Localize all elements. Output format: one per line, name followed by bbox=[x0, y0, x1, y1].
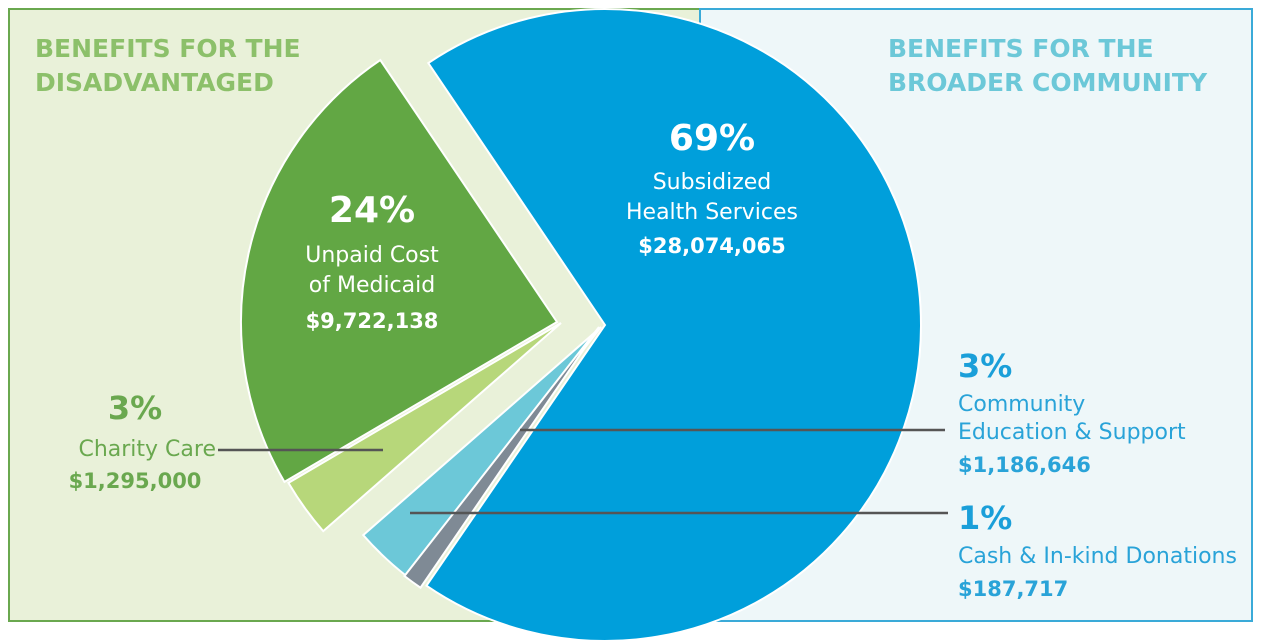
percent-label: 3% bbox=[108, 389, 162, 427]
category-label: Health Services bbox=[626, 200, 798, 225]
amount-label: $1,295,000 bbox=[69, 469, 202, 493]
percent-label: 69% bbox=[669, 118, 755, 159]
percent-label: 1% bbox=[958, 499, 1012, 537]
category-label: Unpaid Cost bbox=[305, 243, 439, 268]
amount-label: $28,074,065 bbox=[638, 234, 785, 258]
pie-slice bbox=[287, 322, 562, 533]
category-label: Cash & In-kind Donations bbox=[958, 544, 1237, 569]
percent-label: 24% bbox=[329, 190, 415, 231]
group-title: BENEFITS FOR THE bbox=[888, 34, 1154, 63]
category-label: Charity Care bbox=[78, 437, 216, 462]
amount-label: $1,186,646 bbox=[958, 453, 1091, 477]
category-label: of Medicaid bbox=[309, 273, 435, 298]
amount-label: $187,717 bbox=[958, 577, 1068, 601]
category-label: Community bbox=[958, 392, 1085, 417]
percent-label: 3% bbox=[958, 347, 1012, 385]
category-label: Education & Support bbox=[958, 420, 1186, 445]
group-title: BENEFITS FOR THE bbox=[35, 34, 301, 63]
pie-slice bbox=[425, 8, 922, 642]
pie-slice bbox=[240, 58, 559, 484]
category-label: Subsidized bbox=[653, 170, 772, 195]
amount-label: $9,722,138 bbox=[306, 309, 439, 333]
group-title: BROADER COMMUNITY bbox=[888, 68, 1208, 97]
group-title: DISADVANTAGED bbox=[35, 68, 274, 97]
pie-slice bbox=[403, 326, 600, 590]
